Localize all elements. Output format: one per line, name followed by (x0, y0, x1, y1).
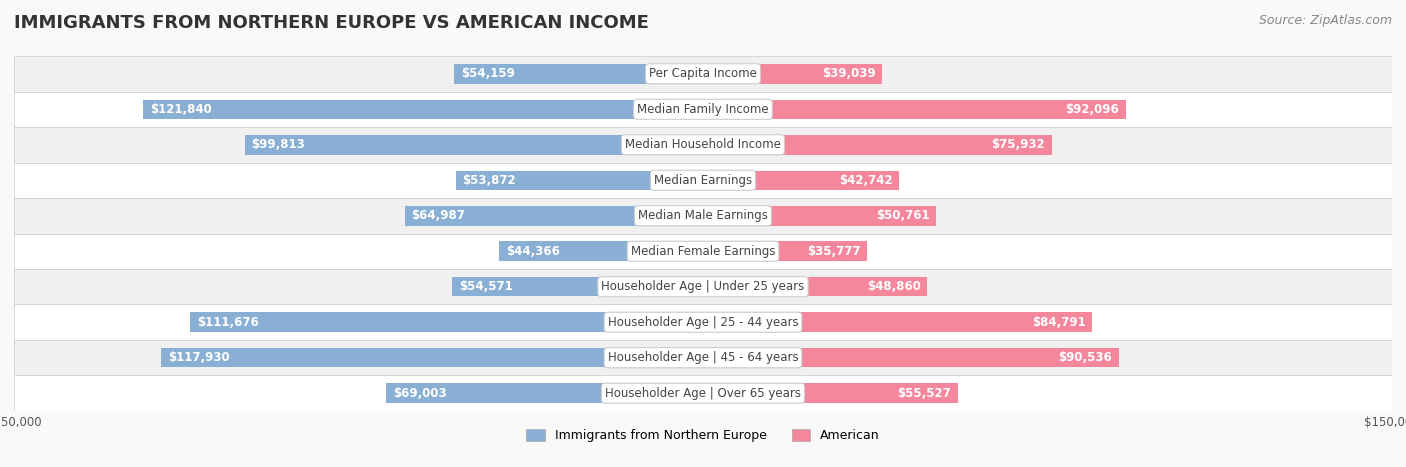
Text: $64,987: $64,987 (412, 209, 465, 222)
Text: Median Earnings: Median Earnings (654, 174, 752, 187)
Bar (703, 64, 883, 84)
Text: $35,777: $35,777 (807, 245, 860, 258)
Text: $54,571: $54,571 (460, 280, 513, 293)
Text: Source: ZipAtlas.com: Source: ZipAtlas.com (1258, 14, 1392, 27)
Text: Median Female Earnings: Median Female Earnings (631, 245, 775, 258)
Text: Householder Age | Over 65 years: Householder Age | Over 65 years (605, 387, 801, 400)
Text: Median Male Earnings: Median Male Earnings (638, 209, 768, 222)
Bar (143, 99, 703, 119)
Text: Householder Age | 45 - 64 years: Householder Age | 45 - 64 years (607, 351, 799, 364)
Text: $55,527: $55,527 (897, 387, 950, 400)
Bar (703, 383, 957, 403)
Bar (703, 348, 1119, 368)
Bar (14, 92, 1392, 127)
Text: Householder Age | Under 25 years: Householder Age | Under 25 years (602, 280, 804, 293)
Bar (190, 312, 703, 332)
Bar (14, 198, 1392, 234)
Text: $42,742: $42,742 (839, 174, 893, 187)
Bar (14, 234, 1392, 269)
Text: Per Capita Income: Per Capita Income (650, 67, 756, 80)
Bar (14, 269, 1392, 304)
Text: $39,039: $39,039 (821, 67, 876, 80)
Text: $54,159: $54,159 (461, 67, 515, 80)
Text: $99,813: $99,813 (252, 138, 305, 151)
Legend: Immigrants from Northern Europe, American: Immigrants from Northern Europe, America… (522, 425, 884, 447)
Text: $90,536: $90,536 (1059, 351, 1112, 364)
Bar (703, 312, 1092, 332)
Bar (14, 56, 1392, 92)
Text: $53,872: $53,872 (463, 174, 516, 187)
Text: Median Household Income: Median Household Income (626, 138, 780, 151)
Bar (456, 170, 703, 190)
Bar (703, 170, 900, 190)
Text: $84,791: $84,791 (1032, 316, 1085, 329)
Text: $111,676: $111,676 (197, 316, 259, 329)
Bar (405, 206, 703, 226)
Text: $117,930: $117,930 (169, 351, 229, 364)
Text: $121,840: $121,840 (150, 103, 212, 116)
Bar (703, 206, 936, 226)
Text: IMMIGRANTS FROM NORTHERN EUROPE VS AMERICAN INCOME: IMMIGRANTS FROM NORTHERN EUROPE VS AMERI… (14, 14, 650, 32)
Bar (703, 135, 1052, 155)
Bar (14, 340, 1392, 375)
Bar (703, 241, 868, 261)
Bar (245, 135, 703, 155)
Bar (453, 277, 703, 297)
Bar (14, 304, 1392, 340)
Bar (14, 163, 1392, 198)
Bar (499, 241, 703, 261)
Text: $69,003: $69,003 (392, 387, 447, 400)
Bar (454, 64, 703, 84)
Bar (387, 383, 703, 403)
Bar (14, 127, 1392, 163)
Bar (14, 375, 1392, 411)
Text: $44,366: $44,366 (506, 245, 560, 258)
Text: Median Family Income: Median Family Income (637, 103, 769, 116)
Text: $50,761: $50,761 (876, 209, 929, 222)
Text: $75,932: $75,932 (991, 138, 1045, 151)
Text: $48,860: $48,860 (866, 280, 921, 293)
Text: Householder Age | 25 - 44 years: Householder Age | 25 - 44 years (607, 316, 799, 329)
Text: $92,096: $92,096 (1066, 103, 1119, 116)
Bar (703, 99, 1126, 119)
Bar (162, 348, 703, 368)
Bar (703, 277, 928, 297)
